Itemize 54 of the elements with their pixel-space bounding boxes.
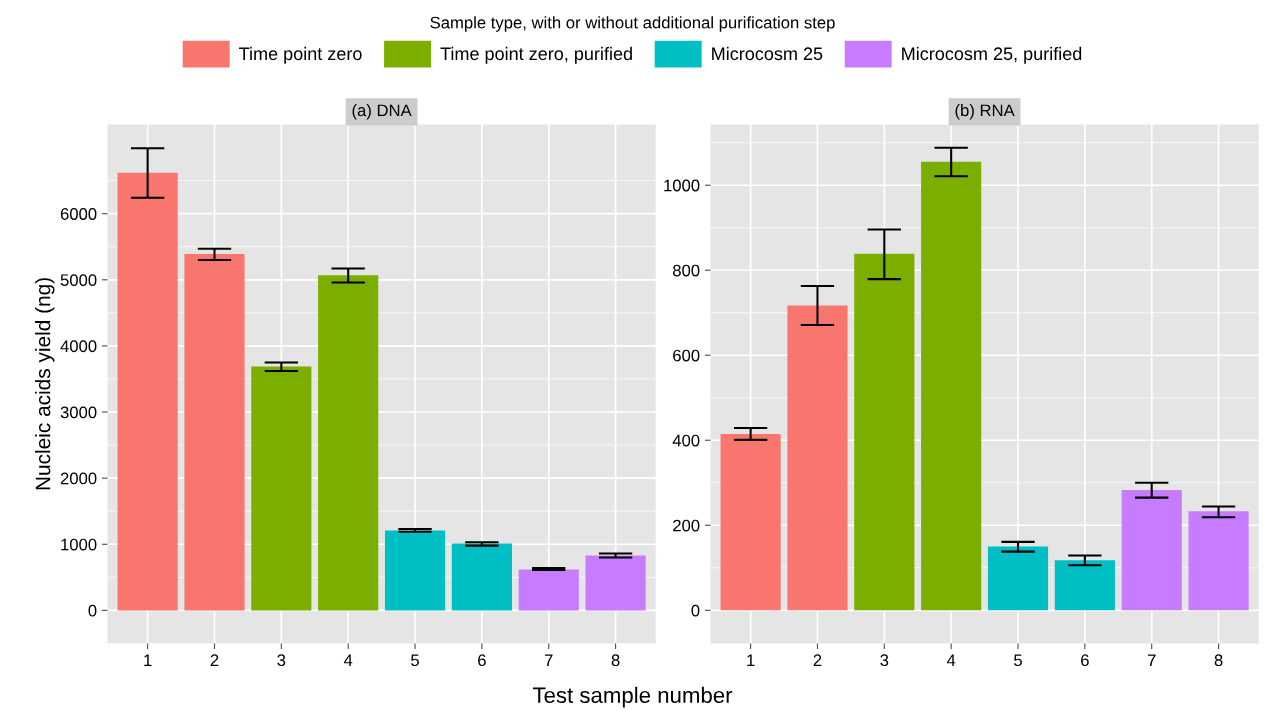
y-tick-label: 400 xyxy=(672,434,700,447)
x-tick-label: 4 xyxy=(946,654,956,666)
x-tick-label: 6 xyxy=(478,654,486,667)
bar xyxy=(451,543,512,611)
x-tick-label: 8 xyxy=(1214,654,1223,667)
bar xyxy=(184,254,245,611)
x-tick-label: 3 xyxy=(880,654,889,667)
x-tick-label: 1 xyxy=(747,654,755,666)
bar xyxy=(1121,490,1182,611)
y-tick-label: 6000 xyxy=(60,208,97,220)
x-tick-label: 5 xyxy=(1014,654,1022,667)
bar xyxy=(787,305,848,611)
bar xyxy=(251,366,312,611)
legend-label: Time point zero, purified xyxy=(440,46,632,64)
x-tick-label: 8 xyxy=(611,654,620,667)
chart-title: (a) DNA xyxy=(352,104,412,120)
y-axis-title: Nucleic acids yield (ng) xyxy=(35,278,55,490)
legend-label: Time point zero xyxy=(239,46,362,64)
x-tick-label: 6 xyxy=(1081,654,1089,667)
bar xyxy=(1188,511,1249,611)
x-tick-label: 2 xyxy=(813,654,822,666)
bar xyxy=(1054,560,1115,611)
x-tick-label: 5 xyxy=(411,654,419,667)
y-tick-label: 600 xyxy=(673,349,700,362)
bar xyxy=(854,253,915,611)
chart-title: (b) RNA xyxy=(955,104,1015,120)
bar xyxy=(921,161,982,611)
y-tick-label: 0 xyxy=(691,604,700,617)
x-tick-label: 7 xyxy=(544,654,553,666)
bar xyxy=(518,569,579,611)
y-tick-label: 200 xyxy=(673,519,700,532)
legend-title: Sample type, with or without additional purification step xyxy=(430,16,835,32)
y-tick-label: 4000 xyxy=(60,340,97,353)
bar xyxy=(117,172,178,611)
x-tick-label: 7 xyxy=(1147,654,1156,666)
bar xyxy=(720,433,781,611)
bar xyxy=(318,275,379,611)
y-tick-label: 0 xyxy=(88,604,97,617)
legend-label: Microcosm 25 xyxy=(712,46,823,61)
y-tick-label: 5000 xyxy=(60,274,97,287)
bar xyxy=(384,530,446,611)
x-tick-label: 4 xyxy=(343,654,353,666)
y-tick-label: 2000 xyxy=(60,472,97,485)
y-tick-label: 1000 xyxy=(61,538,97,551)
x-axis-title: Test sample number xyxy=(532,686,733,708)
bar xyxy=(585,555,646,611)
bar xyxy=(987,546,1049,611)
y-tick-label: 3000 xyxy=(60,406,97,419)
x-tick-label: 1 xyxy=(144,654,152,666)
x-tick-label: 3 xyxy=(277,654,286,667)
y-tick-label: 800 xyxy=(673,264,700,277)
x-tick-label: 2 xyxy=(210,654,219,666)
legend-label: Microcosm 25, purified xyxy=(902,46,1082,64)
y-tick-label: 1000 xyxy=(664,179,700,192)
